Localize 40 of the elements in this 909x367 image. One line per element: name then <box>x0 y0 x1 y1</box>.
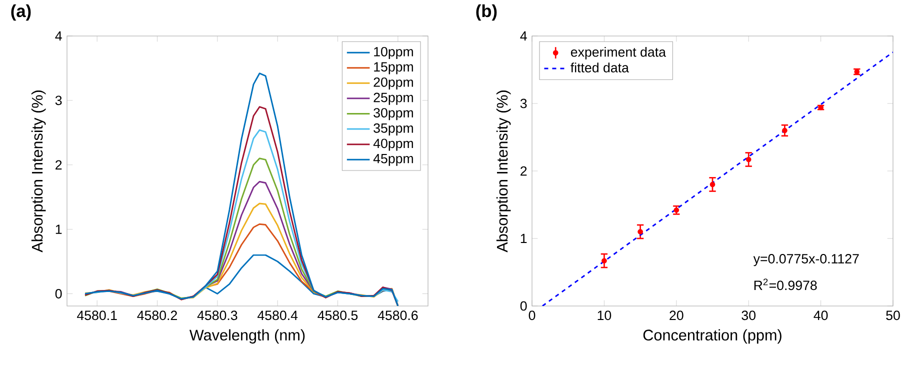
x-axis-title: Concentration (ppm) <box>643 329 782 344</box>
x-tick-label: 4580.1 <box>77 310 117 320</box>
y-tick-label: 4 <box>520 31 527 41</box>
y-axis-title: Absorption Intensity (%) <box>31 90 46 252</box>
y-tick-label: 2 <box>56 160 62 170</box>
legend-label: 30ppm <box>374 108 413 120</box>
chart-title: (a) <box>11 4 31 21</box>
x-tick-label: 4580.5 <box>318 310 358 320</box>
legend-label: 20ppm <box>374 77 413 90</box>
x-tick-label: 4580.3 <box>197 310 238 320</box>
legend-label: fitted data <box>570 62 629 72</box>
legend-label: 40ppm <box>373 138 413 151</box>
legend-label: 25ppm <box>374 92 413 105</box>
x-tick-label: 4580.4 <box>258 310 298 320</box>
annotation: R$^{2}$=0.9978 <box>754 278 817 290</box>
x-tick-label: 0 <box>528 310 536 320</box>
x-tick-label: 4580.6 <box>378 310 418 320</box>
y-tick-label: 1 <box>56 224 62 234</box>
y-tick-label: 2 <box>520 166 527 176</box>
legend-label: 45ppm <box>373 154 413 166</box>
y-tick-label: 0 <box>55 289 62 298</box>
legend-label: experiment data <box>570 46 666 60</box>
y-axis-title: Absorption Intensity (%) <box>496 90 511 252</box>
y-tick-label: 3 <box>55 96 62 106</box>
x-tick-label: 10 <box>598 310 612 320</box>
y-tick-label: 0 <box>520 301 527 311</box>
chart-title: (b) <box>476 4 497 21</box>
x-tick-label: 30 <box>742 310 756 320</box>
x-axis-title: Wavelength (nm) <box>189 329 305 344</box>
x-tick-label: 40 <box>814 310 828 320</box>
x-tick-label: 50 <box>886 310 900 320</box>
annotation: y=0.0775x-0.1127 <box>753 254 859 266</box>
y-tick-label: 1 <box>520 234 527 244</box>
y-tick-label: 4 <box>55 31 62 41</box>
legend-label: 35ppm <box>374 123 413 136</box>
legend-label: 10ppm <box>374 46 413 60</box>
x-tick-label: 4580.2 <box>137 310 177 320</box>
x-tick-label: 20 <box>670 310 684 320</box>
legend-label: 15ppm <box>374 62 413 74</box>
y-tick-label: 3 <box>520 98 527 108</box>
